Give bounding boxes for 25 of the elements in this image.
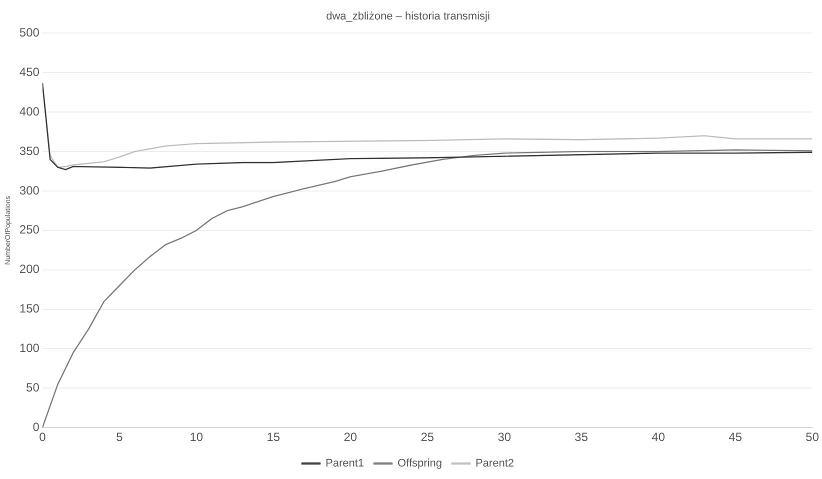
x-tick-label: 45 xyxy=(728,430,742,444)
legend-label: Offspring xyxy=(398,458,442,470)
y-tick-label: 0 xyxy=(32,420,40,434)
x-tick-label: 25 xyxy=(420,430,434,444)
chart-title: dwa_zbliżone – historia transmisji xyxy=(326,10,490,23)
y-tick-label: 350 xyxy=(19,144,40,158)
y-tick-label: 400 xyxy=(19,104,40,118)
y-tick-label: 200 xyxy=(19,262,40,276)
legend-label: Parent2 xyxy=(475,458,514,470)
y-tick-label: 50 xyxy=(26,380,40,394)
y-tick-label: 150 xyxy=(19,302,40,316)
y-tick-label: 250 xyxy=(19,222,40,237)
x-tick-label: 40 xyxy=(652,430,666,444)
y-tick-label: 100 xyxy=(19,341,40,356)
y-tick-label: 300 xyxy=(19,183,40,198)
x-tick-label: 10 xyxy=(190,430,204,444)
x-tick-label: 30 xyxy=(498,430,512,444)
x-tick-label: 50 xyxy=(806,430,820,444)
y-tick-label: 450 xyxy=(19,64,40,79)
x-tick-label: 20 xyxy=(344,430,358,444)
x-tick-label: 15 xyxy=(266,430,280,444)
legend-label: Parent1 xyxy=(326,458,364,470)
x-tick-label: 35 xyxy=(574,430,588,444)
y-tick-label: 500 xyxy=(19,26,40,40)
x-tick-label: 5 xyxy=(116,430,124,444)
